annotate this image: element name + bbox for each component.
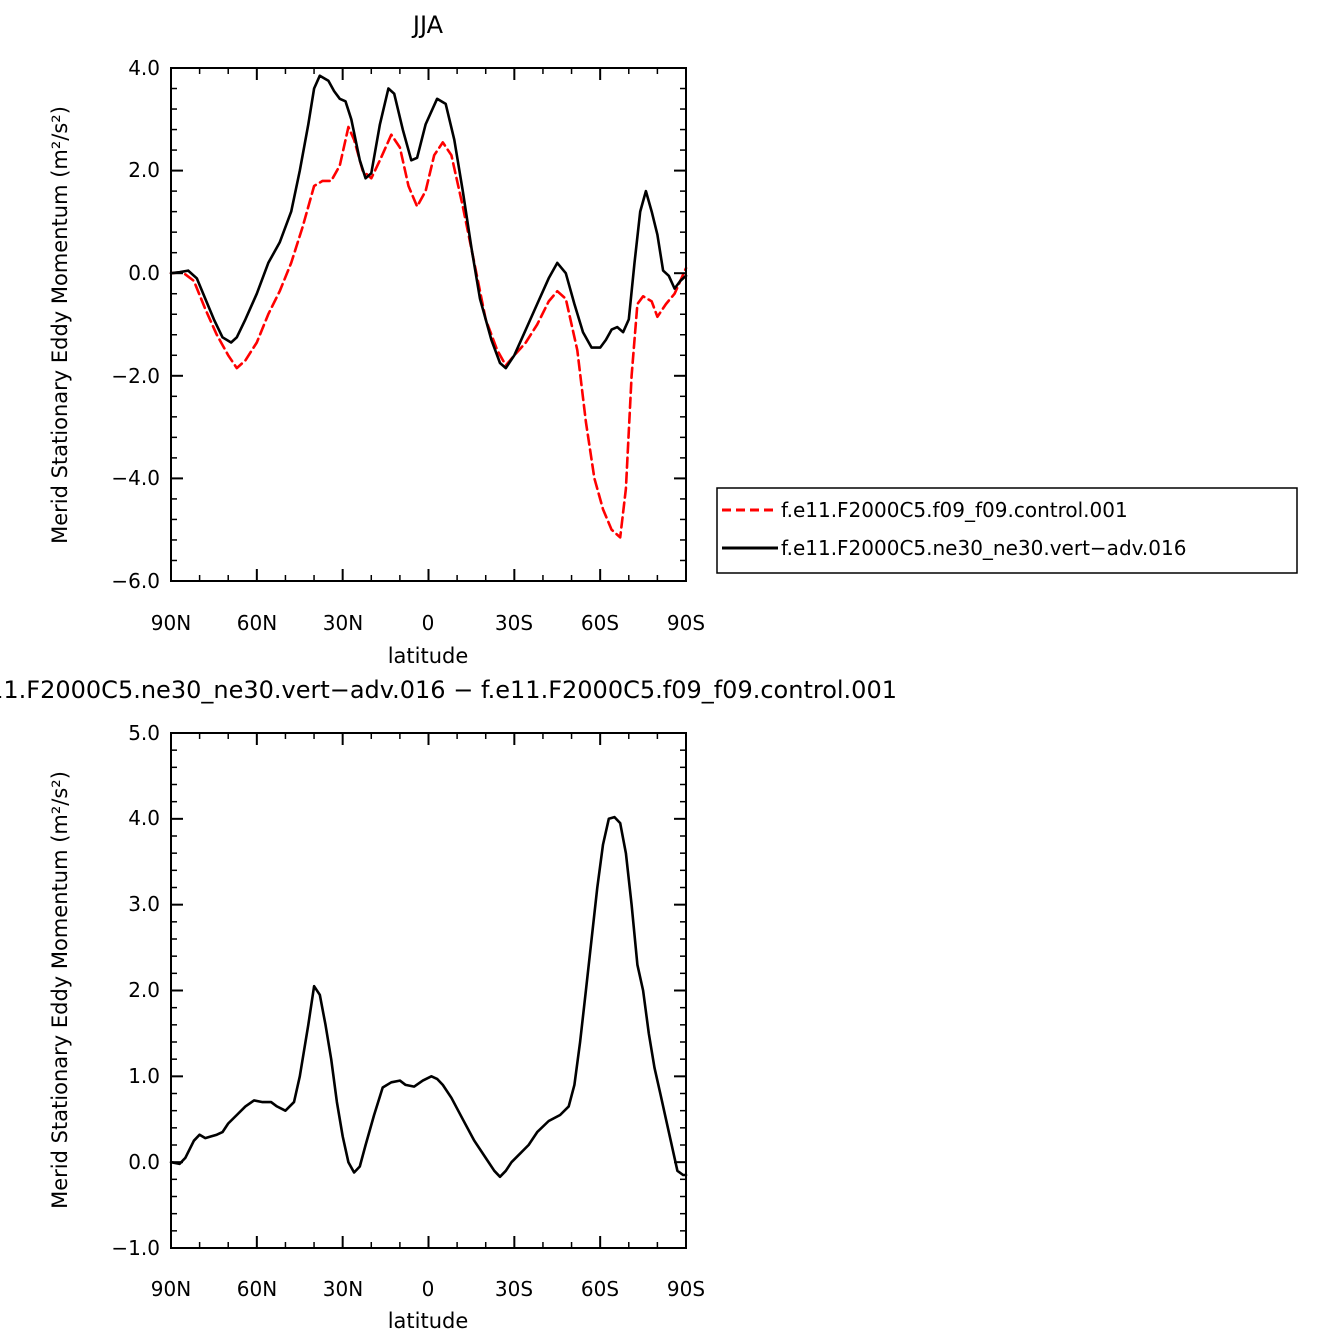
- bottom-ytick-label-6: 5.0: [128, 721, 160, 745]
- bottom-curves: [169, 815, 688, 1179]
- bottom-ytick-label-3: 2.0: [128, 978, 160, 1002]
- top-panel: JJA −6.0 −4.0 −2.0 0.0 2.0 4.0 90N 60N 3…: [48, 11, 1298, 668]
- top-xtick-label-5: 60S: [581, 611, 619, 635]
- bottom-xtick-label-0: 90N: [151, 1277, 191, 1301]
- legend: f.e11.F2000C5.f09_f09.control.001 f.e11.…: [716, 487, 1298, 574]
- bottom-yaxis-label: Merid Stationary Eddy Momentum (m²/s²): [48, 771, 72, 1209]
- top-ytick-label-4: 2.0: [128, 158, 160, 182]
- bottom-panel: f.e11.F2000C5.ne30_ne30.vert−adv.016 − f…: [0, 676, 897, 1333]
- top-xtick-label-1: 60N: [237, 611, 277, 635]
- bottom-ytick-label-1: 0.0: [128, 1150, 160, 1174]
- top-title: JJA: [411, 11, 444, 39]
- legend-label-control: f.e11.F2000C5.f09_f09.control.001: [781, 498, 1128, 522]
- bottom-ytick-marks: [171, 732, 686, 1249]
- bottom-xtick-label-1: 60N: [237, 1277, 277, 1301]
- bottom-xtick-label-5: 60S: [581, 1277, 619, 1301]
- bottom-ytick-label-2: 1.0: [128, 1064, 160, 1088]
- bottom-xtick-marks: [170, 733, 687, 1248]
- top-series-line-1: [169, 74, 688, 370]
- top-yaxis-label: Merid Stationary Eddy Momentum (m²/s²): [48, 106, 72, 544]
- top-xaxis-label: latitude: [388, 644, 469, 668]
- top-xtick-label-4: 30S: [495, 611, 533, 635]
- top-ytick-marks: [171, 67, 686, 582]
- top-xtick-label-2: 30N: [323, 611, 363, 635]
- bottom-xtick-label-3: 0: [422, 1277, 435, 1301]
- top-minor-ticks: [171, 68, 686, 581]
- bottom-minor-ticks: [171, 733, 686, 1248]
- top-xtick-marks: [170, 68, 687, 581]
- bottom-ytick-label-5: 4.0: [128, 806, 160, 830]
- top-ytick-label-5: 4.0: [128, 56, 160, 80]
- bottom-xaxis-label: latitude: [388, 1309, 469, 1333]
- top-ytick-label-0: −6.0: [111, 569, 160, 593]
- top-ytick-label-1: −4.0: [111, 466, 160, 490]
- bottom-ytick-label-4: 3.0: [128, 892, 160, 916]
- top-series-line-0: [169, 125, 688, 539]
- bottom-xtick-label-2: 30N: [323, 1277, 363, 1301]
- bottom-series-line-0: [169, 815, 688, 1179]
- top-curves: [169, 74, 688, 539]
- legend-box: [716, 487, 1298, 574]
- top-plot-frame: [170, 67, 687, 582]
- top-xtick-label-3: 0: [422, 611, 435, 635]
- top-ytick-label-2: −2.0: [111, 364, 160, 388]
- bottom-xtick-label-4: 30S: [495, 1277, 533, 1301]
- bottom-ytick-label-0: −1.0: [111, 1236, 160, 1260]
- legend-label-vert-adv: f.e11.F2000C5.ne30_ne30.vert−adv.016: [781, 536, 1186, 560]
- top-xtick-label-6: 90S: [667, 611, 705, 635]
- bottom-plot-frame: [170, 732, 687, 1249]
- top-xtick-label-0: 90N: [151, 611, 191, 635]
- top-ytick-label-3: 0.0: [128, 261, 160, 285]
- bottom-title: f.e11.F2000C5.ne30_ne30.vert−adv.016 − f…: [0, 676, 897, 704]
- bottom-xtick-label-6: 90S: [667, 1277, 705, 1301]
